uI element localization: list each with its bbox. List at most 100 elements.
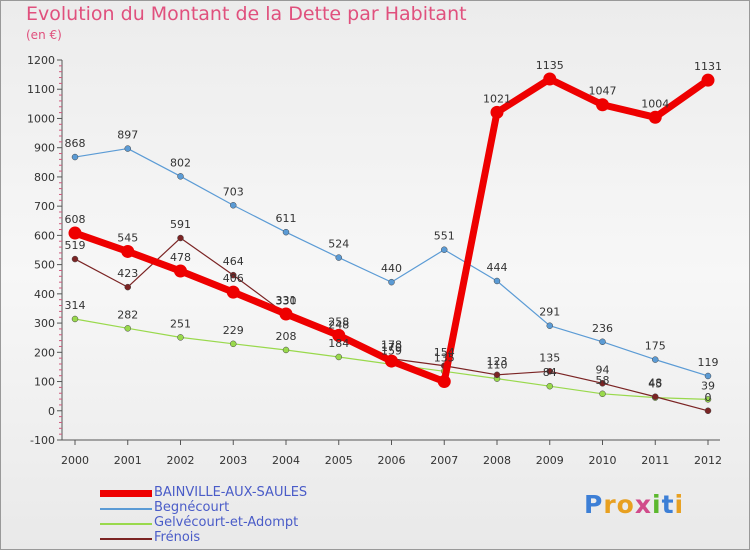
y-tick-label: 1200 [27,54,55,67]
data-point-begn-court [230,202,237,209]
y-tick-label: 600 [34,229,55,242]
chart-subtitle: (en €) [26,28,62,42]
data-point-begn-court [441,246,448,253]
y-tick-label: 200 [34,346,55,359]
y-tick-label: 500 [34,259,55,272]
data-label-gelv-court-et-adompt: 251 [170,317,191,330]
y-tick-label: 900 [34,142,55,155]
data-point-bainville-aux-saules [332,328,346,342]
data-label-bainville-aux-saules: 331 [276,294,297,307]
x-tick-label: 2011 [641,454,669,467]
data-label-gelv-court-et-adompt: 229 [223,324,244,337]
data-label-begn-court: 119 [698,356,719,369]
data-labels: 868 897 802 703 611 524 440 551 444 291 236 175 119 3… [65,59,723,404]
y-tick-label: -100 [30,434,55,447]
data-point-begn-court [599,338,606,346]
data-point-fr-nois [599,380,606,387]
data-point-gelv-court-et-adompt [704,396,712,403]
data-point-gelv-court-et-adompt [177,334,184,341]
x-tick-label: 2005 [325,454,353,467]
data-label-begn-court: 868 [65,137,86,150]
data-label-begn-court: 551 [434,230,455,243]
data-label-bainville-aux-saules: 258 [328,315,349,328]
axes: -100010020030040050060070080090010001100… [27,54,722,467]
data-label-bainville-aux-saules: 1131 [694,60,722,73]
data-label-gelv-court-et-adompt: 110 [487,359,508,372]
data-label-bainville-aux-saules: 1004 [641,97,669,110]
series-layer [68,72,715,415]
data-point-gelv-court-et-adompt [335,353,342,361]
data-point-bainville-aux-saules [648,110,662,124]
data-label-bainville-aux-saules: 1021 [483,92,511,105]
data-point-bainville-aux-saules [701,73,715,87]
y-tick-label: 400 [34,288,55,301]
data-label-bainville-aux-saules: 1135 [536,59,564,72]
data-label-begn-court: 897 [117,129,138,142]
data-label-gelv-court-et-adompt: 45 [648,378,662,391]
chart-title: Evolution du Montant de la Dette par Hab… [26,3,467,25]
x-tick-label: 2002 [167,454,195,467]
data-label-bainville-aux-saules: 478 [170,251,191,264]
data-point-fr-nois [71,255,79,263]
data-point-begn-court [177,173,184,180]
data-point-fr-nois [546,368,553,375]
data-label-begn-court: 802 [170,156,191,169]
data-point-gelv-court-et-adompt [124,325,131,332]
x-tick-label: 2006 [378,454,406,467]
data-label-fr-nois: 423 [117,267,138,280]
data-point-begn-court [124,145,131,152]
data-point-gelv-court-et-adompt [599,390,606,398]
data-point-fr-nois [704,407,712,415]
data-point-bainville-aux-saules [174,264,187,278]
data-point-fr-nois [652,393,659,400]
legend-swatch [100,508,152,510]
data-label-fr-nois: 464 [223,255,244,268]
y-tick-label: 100 [34,376,55,389]
legend-swatch [100,538,152,540]
data-label-gelv-court-et-adompt: 314 [65,299,86,312]
x-tick-label: 2012 [694,454,722,467]
data-label-fr-nois: 154 [434,346,455,359]
data-point-bainville-aux-saules [543,72,557,86]
data-label-fr-nois: 123 [487,355,508,368]
data-label-gelv-court-et-adompt: 208 [276,330,297,343]
data-label-fr-nois: 330 [276,294,297,307]
legend-label: Begnécourt [154,500,230,515]
x-tick-label: 2001 [114,454,142,467]
data-label-fr-nois: 135 [539,351,560,364]
data-point-begn-court [282,228,290,236]
data-label-fr-nois: 0 [705,391,712,404]
data-label-gelv-court-et-adompt: 282 [117,308,138,321]
x-tick-label: 2003 [219,454,247,467]
data-label-fr-nois: 48 [648,377,662,390]
y-tick-label: 0 [48,405,55,418]
data-label-bainville-aux-saules: 406 [223,272,244,285]
data-label-gelv-court-et-adompt: 58 [596,374,610,387]
y-tick-label: 800 [34,171,55,184]
logo-letter: o [616,490,635,519]
data-point-fr-nois [493,371,501,379]
data-point-begn-court [493,277,501,285]
logo-letter: i [652,490,662,519]
data-label-begn-court: 236 [592,322,613,335]
data-label-fr-nois: 519 [65,239,86,252]
x-tick-label: 2004 [272,454,300,467]
x-tick-label: 2009 [536,454,564,467]
data-label-begn-court: 440 [381,262,402,275]
logo-letter: P [584,490,604,519]
data-point-bainville-aux-saules [596,98,609,112]
data-point-fr-nois [124,283,131,291]
data-point-bainville-aux-saules [385,354,398,368]
data-point-bainville-aux-saules [437,375,451,389]
legend-swatch [100,490,152,497]
y-tick-label: 1000 [27,112,55,125]
data-point-gelv-court-et-adompt [230,340,237,348]
data-label-fr-nois: 591 [170,218,191,231]
y-tick-label: 1100 [27,83,55,96]
data-label-bainville-aux-saules: 545 [117,231,138,244]
data-label-bainville-aux-saules: 1047 [589,85,617,98]
data-point-begn-court [335,254,342,261]
x-tick-label: 2000 [61,454,89,467]
data-point-gelv-court-et-adompt [71,315,79,323]
